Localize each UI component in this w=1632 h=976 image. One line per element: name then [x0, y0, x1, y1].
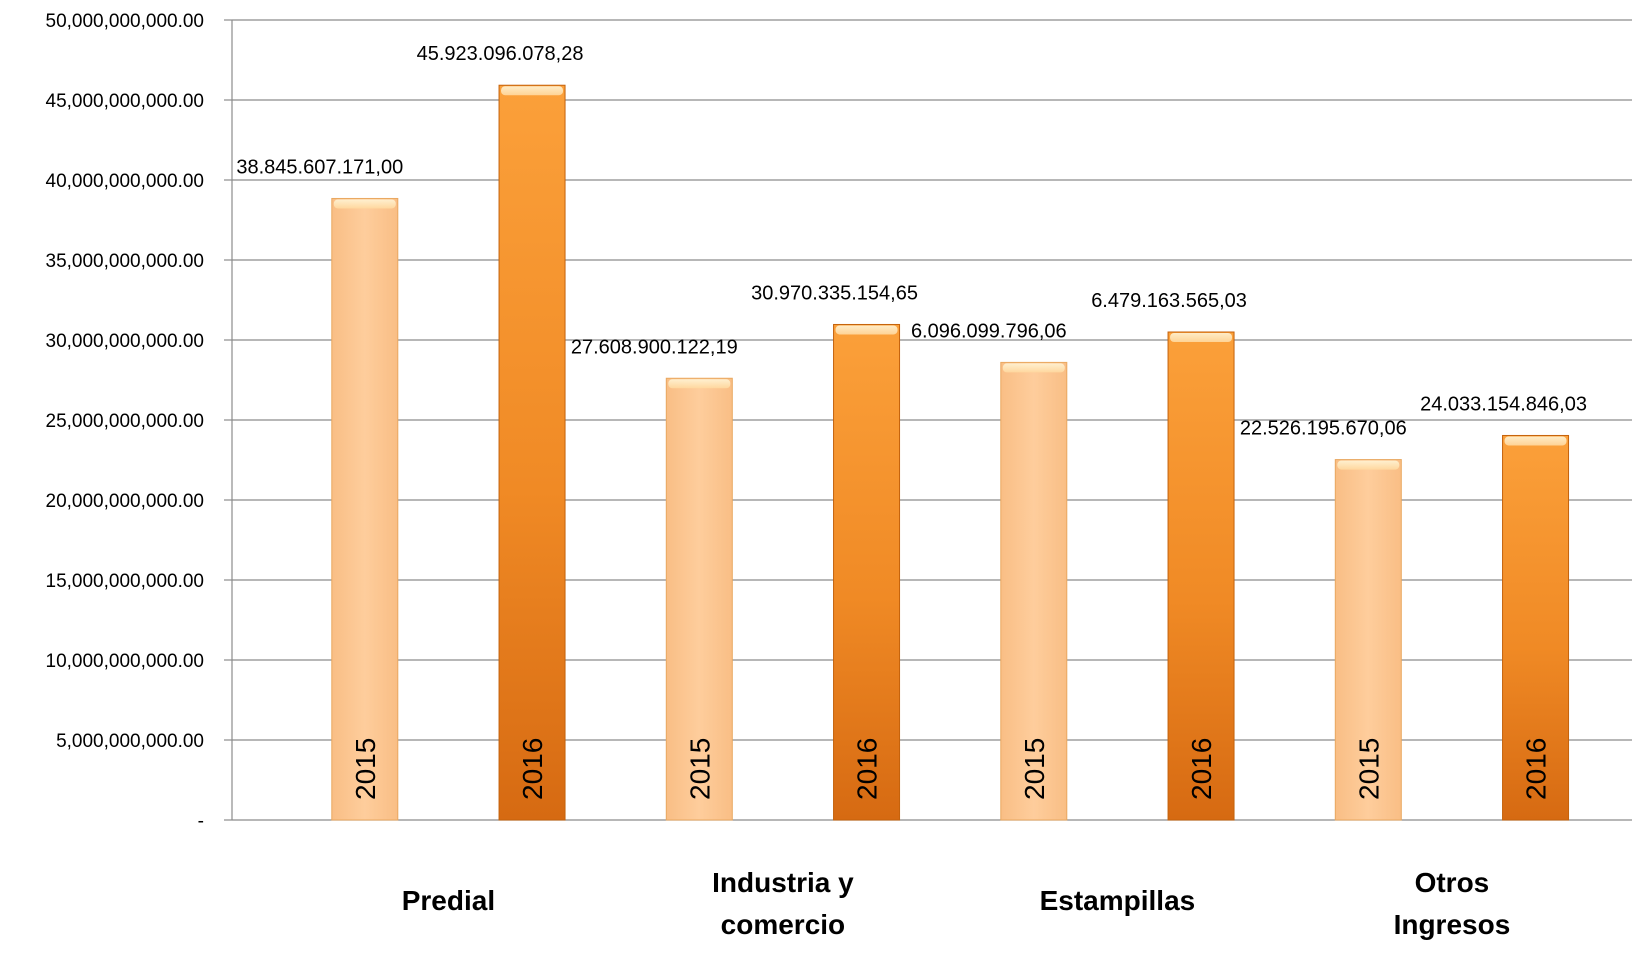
y-tick-label: 15,000,000,000.00 [46, 571, 205, 592]
bar-2015 [331, 197, 399, 821]
bar-year-label: 2016 [1186, 738, 1217, 800]
category-label: comercio [721, 909, 846, 940]
bar-highlight [333, 199, 396, 209]
data-label: 27.608.900.122,19 [571, 336, 738, 358]
bar-year-label: 2015 [684, 738, 715, 800]
y-tick-label: 50,000,000,000.00 [46, 11, 205, 32]
category-label: Ingresos [1394, 909, 1511, 940]
bar-year-label: 2016 [852, 738, 883, 800]
y-tick-label: 10,000,000,000.00 [46, 651, 205, 672]
bar-2016 [1167, 331, 1235, 821]
bar-year-label: 2016 [517, 738, 548, 800]
category-label: Predial [402, 885, 495, 916]
bar-year-label: 2015 [1353, 738, 1384, 800]
bar-highlight [1337, 460, 1400, 470]
data-label: 45.923.096.078,28 [417, 43, 584, 65]
bar-2016 [833, 323, 901, 821]
data-label: 38.845.607.171,00 [236, 156, 403, 178]
y-tick-label: 30,000,000,000.00 [46, 331, 205, 352]
bar-year-label: 2016 [1521, 738, 1552, 800]
bar-year-label: 2015 [1019, 738, 1050, 800]
category-label: Estampillas [1040, 885, 1196, 916]
category-label: Industria y [712, 867, 854, 898]
bars [331, 84, 1570, 821]
data-label: 6.096.099.796,06 [911, 320, 1067, 342]
labels: - 5,000,000,000.00 10,000,000,000.00 15,000… [46, 11, 1587, 940]
y-tick-label: - [198, 811, 204, 832]
data-label: 22.526.195.670,06 [1240, 418, 1407, 440]
y-tick-label: 25,000,000,000.00 [46, 411, 205, 432]
y-tick-label: 45,000,000,000.00 [46, 91, 205, 112]
bar-highlight [668, 379, 731, 389]
data-label: 30.970.335.154,65 [751, 282, 918, 304]
gridlines [232, 19, 1632, 741]
bar-2015 [1000, 361, 1068, 821]
y-tick-label: 20,000,000,000.00 [46, 491, 205, 512]
bar-2016 [498, 84, 566, 821]
bar-highlight [1504, 436, 1567, 446]
bar-2015 [1334, 459, 1402, 821]
y-tick-label: 40,000,000,000.00 [46, 171, 205, 192]
bar-2015 [665, 377, 733, 821]
bar-highlight [1170, 333, 1233, 342]
bar-year-label: 2015 [350, 738, 381, 800]
data-label: 6.479.163.565,03 [1091, 290, 1247, 312]
data-label: 24.033.154.846,03 [1420, 393, 1587, 415]
y-tick-label: 5,000,000,000.00 [56, 731, 204, 752]
bar-highlight [835, 325, 898, 335]
y-tick-label: 35,000,000,000.00 [46, 251, 205, 272]
category-label: Otros [1415, 867, 1490, 898]
bar-highlight [501, 86, 564, 96]
bar-highlight [1002, 363, 1065, 373]
bar-2016 [1502, 434, 1570, 821]
